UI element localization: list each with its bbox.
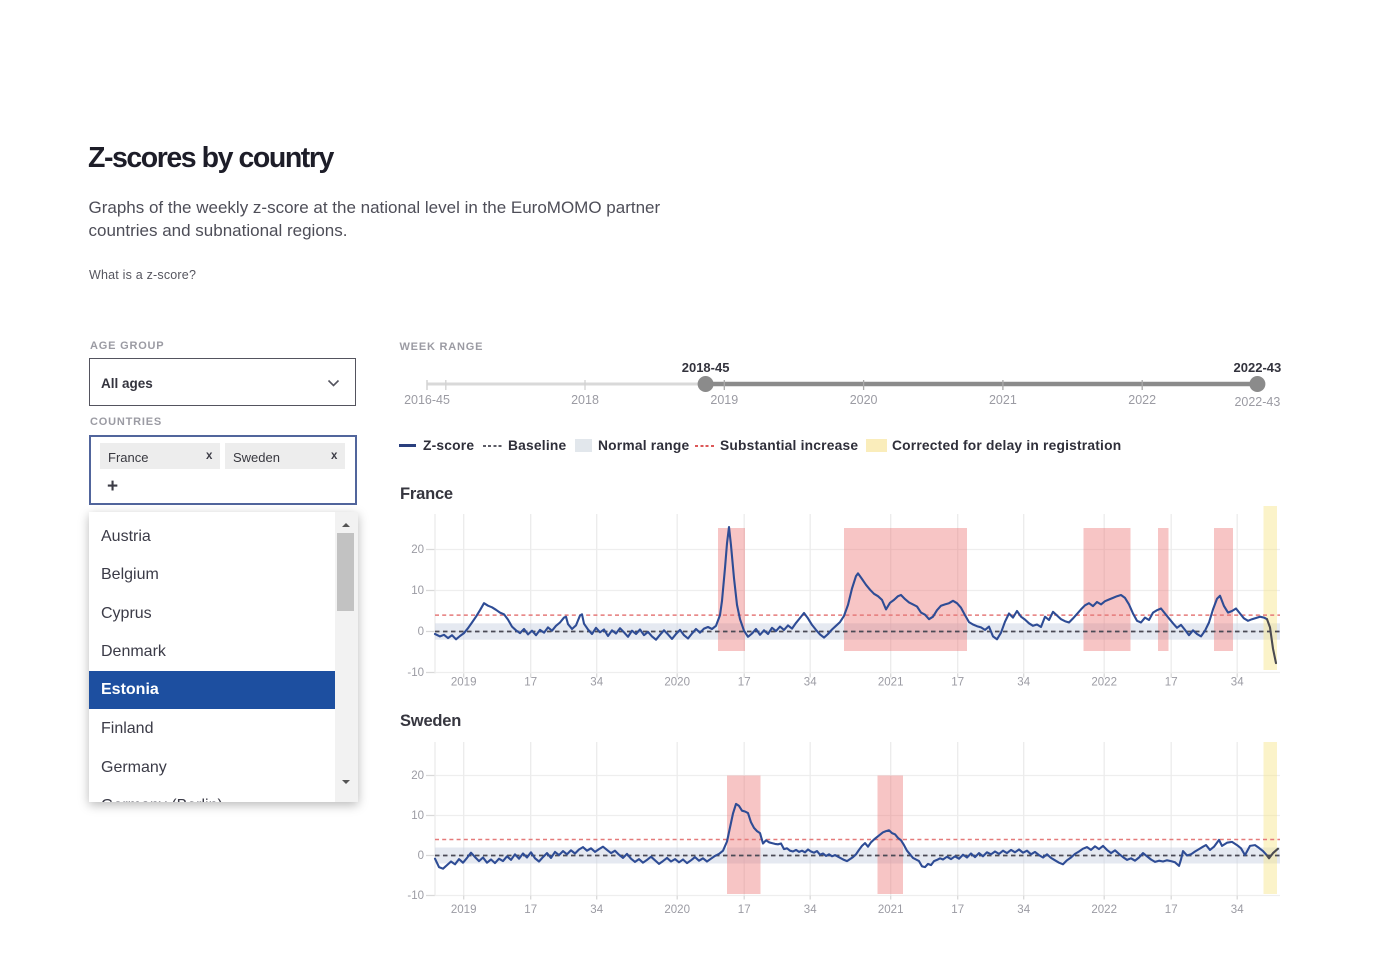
svg-text:2021: 2021 [878, 904, 904, 916]
svg-text:20: 20 [411, 770, 424, 782]
svg-text:2022: 2022 [1091, 904, 1117, 916]
svg-text:2021: 2021 [989, 393, 1017, 407]
svg-text:34: 34 [804, 904, 817, 916]
svg-text:2020: 2020 [664, 904, 690, 916]
svg-text:0: 0 [418, 850, 424, 862]
svg-text:-10: -10 [407, 890, 424, 902]
svg-text:2021: 2021 [878, 677, 904, 689]
svg-text:0: 0 [418, 626, 424, 638]
svg-text:2019: 2019 [710, 393, 738, 407]
svg-text:10: 10 [411, 810, 424, 822]
svg-text:17: 17 [524, 904, 537, 916]
svg-text:34: 34 [1231, 904, 1244, 916]
svg-text:17: 17 [951, 904, 964, 916]
svg-text:2022-43: 2022-43 [1234, 395, 1280, 409]
svg-text:34: 34 [590, 677, 603, 689]
svg-text:2020: 2020 [664, 677, 690, 689]
svg-text:34: 34 [590, 904, 603, 916]
svg-text:2018-45: 2018-45 [682, 360, 730, 375]
svg-text:-10: -10 [407, 667, 424, 679]
svg-text:34: 34 [804, 677, 817, 689]
svg-text:20: 20 [411, 544, 424, 556]
svg-text:2020: 2020 [850, 393, 878, 407]
svg-text:2022-43: 2022-43 [1234, 360, 1282, 375]
svg-text:2019: 2019 [451, 677, 477, 689]
svg-text:17: 17 [738, 677, 751, 689]
svg-text:2018: 2018 [571, 393, 599, 407]
svg-text:2022: 2022 [1091, 677, 1117, 689]
svg-text:2016-45: 2016-45 [404, 393, 450, 407]
svg-text:17: 17 [1165, 677, 1178, 689]
svg-text:10: 10 [411, 585, 424, 597]
svg-text:2022: 2022 [1128, 393, 1156, 407]
svg-text:2019: 2019 [451, 904, 477, 916]
svg-text:34: 34 [1231, 677, 1244, 689]
svg-text:34: 34 [1017, 677, 1030, 689]
svg-text:34: 34 [1017, 904, 1030, 916]
svg-text:17: 17 [951, 677, 964, 689]
svg-text:17: 17 [1165, 904, 1178, 916]
svg-text:17: 17 [738, 904, 751, 916]
svg-text:17: 17 [524, 677, 537, 689]
